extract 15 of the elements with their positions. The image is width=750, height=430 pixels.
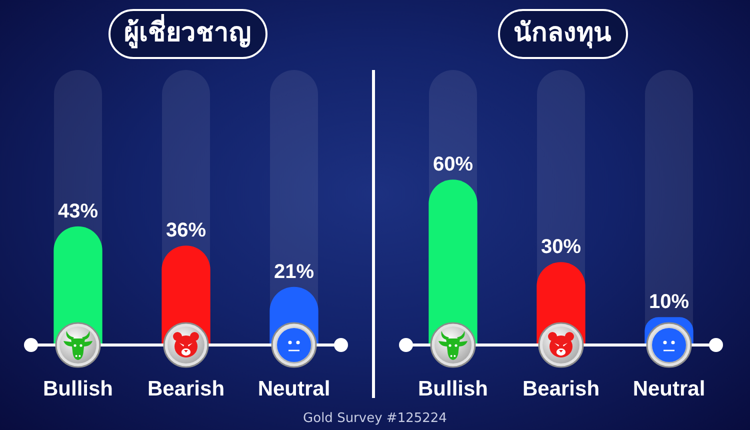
data-label: 30% <box>540 236 582 258</box>
data-label: 36% <box>166 220 206 242</box>
data-label: 43% <box>58 200 98 222</box>
chart-title: นักลงทุน <box>498 9 628 59</box>
x-tick-label: Neutral <box>258 377 330 400</box>
chart-title: ผู้เชี่ยวชาญ <box>108 9 267 59</box>
data-label: 21% <box>274 260 314 283</box>
x-tick-label: Bearish <box>522 377 600 400</box>
x-tick-label: Neutral <box>632 377 706 400</box>
x-tick-label: Bearish <box>147 377 225 400</box>
data-label: 60% <box>432 154 474 176</box>
data-label: 10% <box>648 291 690 314</box>
x-tick-label: Bullish <box>418 377 488 400</box>
text: Gold Survey #125224 <box>303 411 447 426</box>
x-tick-label: Bullish <box>42 377 114 400</box>
